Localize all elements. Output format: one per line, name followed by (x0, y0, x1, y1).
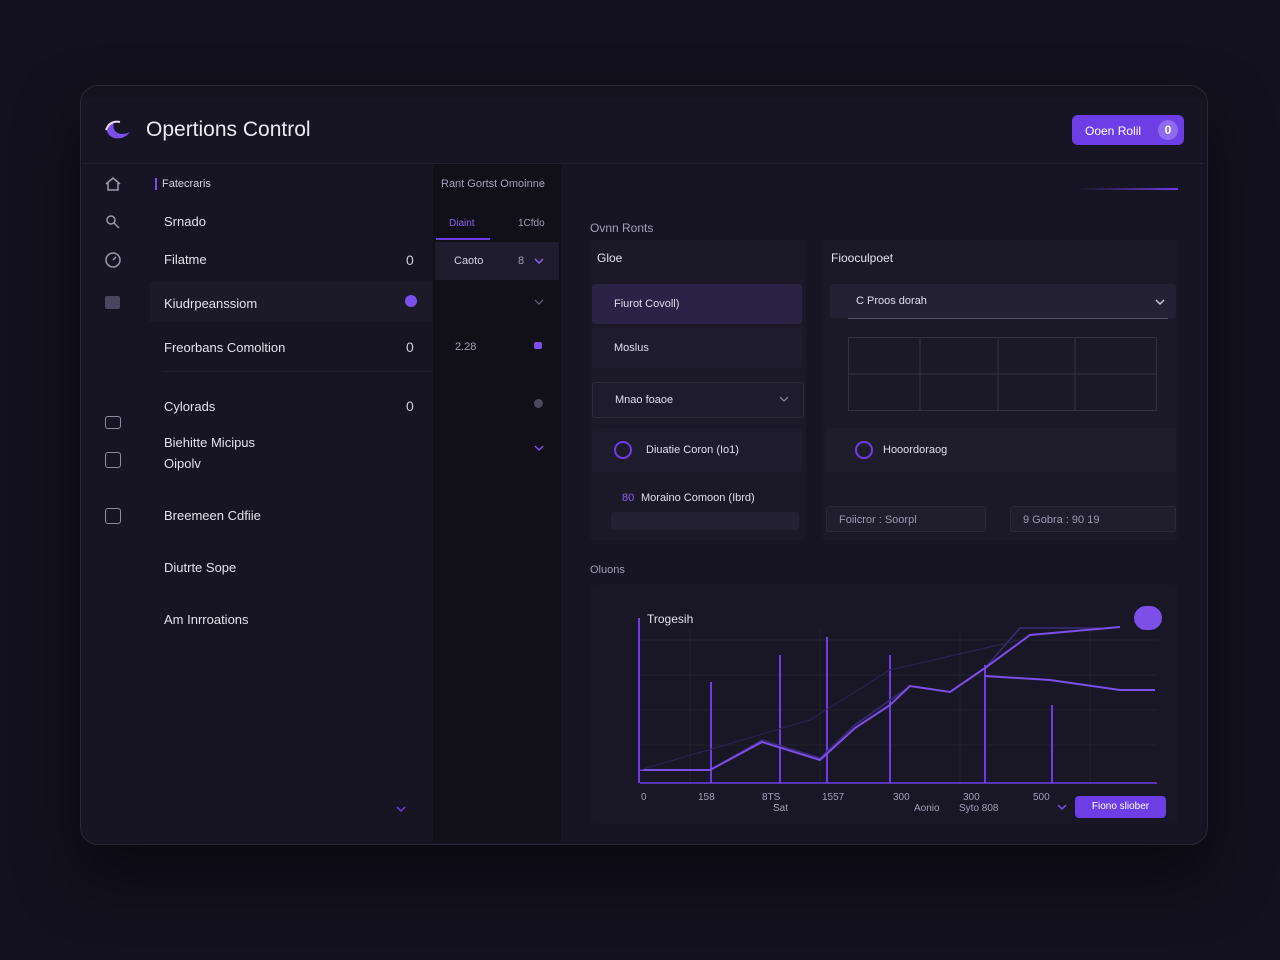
x-tick-label: 500 (1033, 792, 1050, 803)
chevron (779, 396, 789, 402)
chevron (534, 258, 544, 265)
tab-underline (436, 238, 490, 240)
row-label: Hooordoraog (883, 444, 948, 456)
logo (105, 120, 130, 139)
list-row[interactable]: Hooordoraog (826, 428, 1176, 472)
underline (848, 318, 1168, 319)
app-title: Opertions Control (146, 118, 311, 141)
section-heading: Oluons (590, 564, 625, 576)
list-row[interactable]: Moslus (592, 328, 802, 368)
list-row[interactable]: Fiurot Covoll) (592, 284, 802, 324)
active-row (150, 282, 432, 322)
x-caption: Sat (773, 803, 789, 814)
dropdown[interactable]: C Proos dorah (830, 284, 1176, 318)
select-value: 8 (518, 255, 525, 267)
dropdown-label: C Proos dorah (856, 295, 927, 307)
progress (1078, 188, 1178, 190)
box-icon (105, 508, 121, 524)
select-label: Caoto (454, 255, 484, 267)
tab[interactable]: 1Cfdo (518, 218, 545, 229)
dropdown-label: Mnao foaoe (615, 394, 674, 406)
nav-item[interactable]: Freorbans Comoltion (164, 340, 286, 355)
calendar-icon (105, 296, 120, 309)
nav-item[interactable]: Diutrte Sope (164, 560, 237, 575)
nav-item[interactable]: Breemeen Cdfiie (164, 508, 261, 523)
input[interactable]: Foiicror : Soorpl (826, 506, 986, 532)
nav-count: 0 (406, 398, 414, 414)
search-icon (106, 215, 120, 229)
chart-title: Trogesih (647, 612, 694, 626)
row-label: Diuatie Coron (Io1) (646, 444, 739, 456)
chart-button[interactable]: Fiono sliober (1075, 796, 1166, 818)
section-heading: Ovnn Ronts (590, 221, 654, 235)
input-text: 9 Gobra : 90 19 (1023, 514, 1100, 526)
section-label: Fatecraris (162, 178, 211, 190)
input[interactable]: 9 Gobra : 90 19 (1010, 506, 1176, 532)
item-icon (614, 441, 632, 459)
table-grid (848, 337, 1157, 411)
card-icon (105, 416, 121, 429)
item-icon (855, 441, 873, 459)
primary-button[interactable]: Ooen Rolil 0 (1072, 115, 1184, 145)
x-tick-label: 300 (963, 792, 980, 803)
value: 2.28 (455, 341, 477, 353)
status-dot (405, 295, 417, 307)
nav-item[interactable]: Kiudrpeanssiom (164, 296, 258, 311)
list-icon (105, 452, 121, 468)
x-tick-label: 158 (698, 792, 715, 803)
nav-count: 0 (406, 339, 414, 355)
x-tick-label: 300 (893, 792, 910, 803)
heart-icon (534, 342, 542, 349)
item-label: Moraino Comoon (Ibrd) (641, 492, 755, 504)
row-label: Moslus (614, 342, 649, 354)
dropdown[interactable]: Mnao foaoe (592, 382, 804, 418)
x-tick-label: 8TS (762, 792, 781, 803)
badge: 0 (1158, 120, 1178, 140)
chevron (534, 299, 544, 305)
item-prefix: 80 (622, 492, 635, 504)
panel-title: Fiooculpoet (831, 251, 894, 265)
gauge-icon (105, 252, 121, 268)
active-marker (155, 178, 157, 190)
text-field[interactable] (611, 512, 799, 530)
middle-heading: Rant Gortst Omoinne (441, 178, 545, 190)
input-text: Foiicror : Soorpl (839, 514, 917, 526)
nav-item[interactable]: Srnado (164, 214, 206, 229)
tab[interactable]: Diaint (449, 218, 475, 229)
row-label: Fiurot Covoll) (614, 298, 680, 310)
chevron (396, 806, 406, 813)
chevron (1057, 804, 1067, 811)
nav-sublabel: Oipolv (164, 456, 201, 471)
panel-title: Gloe (597, 251, 623, 265)
divider (164, 371, 432, 372)
nav-item[interactable]: Biehitte Micipus (164, 435, 256, 450)
nav-count: 0 (406, 252, 414, 268)
shield-icon (534, 399, 543, 408)
nav-item[interactable]: Filatme (164, 252, 207, 267)
chevron (1155, 299, 1165, 305)
x-tick-label: 0 (641, 792, 647, 803)
x-tick-label: 1557 (822, 792, 845, 803)
home-icon (105, 177, 121, 191)
select[interactable] (435, 242, 559, 280)
button-label: Ooen Rolil (1085, 124, 1142, 138)
footer-label: Aonio (914, 803, 940, 814)
footer-label: Syto 808 (959, 803, 999, 814)
nav-item[interactable]: Cylorads (164, 399, 216, 414)
nav-item[interactable]: Am Inrroations (164, 612, 249, 627)
chevron (534, 445, 544, 452)
divider (82, 163, 1204, 164)
chart-action[interactable] (1134, 606, 1162, 630)
chart (638, 618, 1157, 784)
